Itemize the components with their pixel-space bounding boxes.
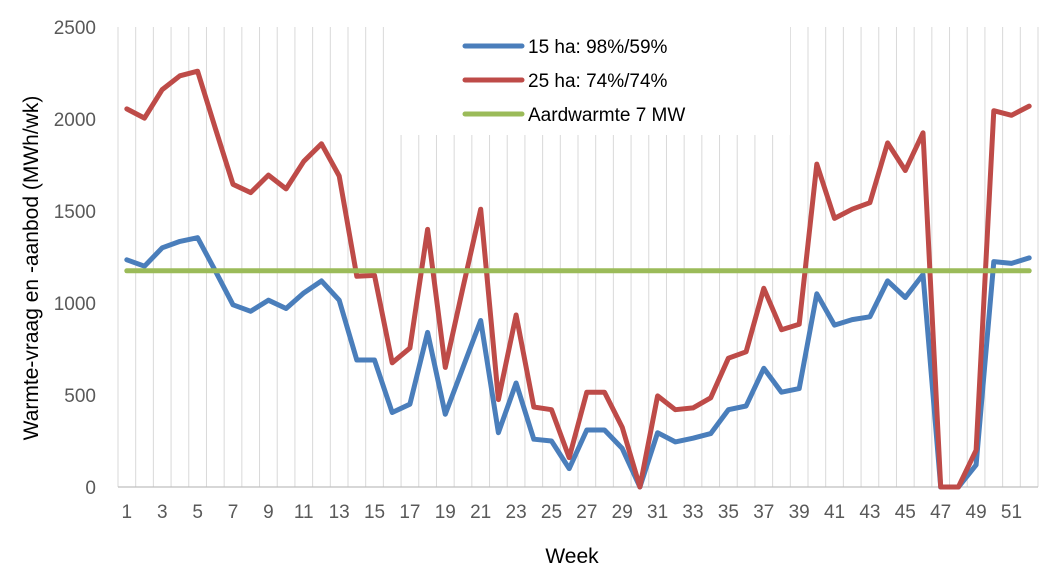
y-axis-title: Warmte-vraag en -aanbod (MWh/wk) bbox=[20, 96, 43, 441]
x-tick-label: 33 bbox=[682, 502, 703, 523]
y-tick-label: 500 bbox=[64, 386, 96, 407]
x-tick-label: 47 bbox=[930, 502, 951, 523]
x-tick-label: 29 bbox=[612, 502, 633, 523]
x-tick-label: 9 bbox=[263, 502, 274, 523]
y-tick-label: 0 bbox=[85, 478, 96, 499]
x-tick-label: 41 bbox=[824, 502, 845, 523]
x-tick-label: 43 bbox=[859, 502, 880, 523]
x-tick-label: 49 bbox=[966, 502, 987, 523]
x-tick-label: 3 bbox=[157, 502, 168, 523]
legend-label-3: Aardwarmte 7 MW bbox=[528, 105, 685, 126]
x-tick-label: 31 bbox=[647, 502, 668, 523]
x-tick-label: 35 bbox=[718, 502, 739, 523]
y-tick-label: 2500 bbox=[54, 18, 96, 39]
legend-label-2: 25 ha: 74%/74% bbox=[528, 71, 668, 92]
series-line-1 bbox=[124, 235, 1032, 490]
y-tick-label: 1500 bbox=[54, 202, 96, 223]
x-tick-label: 45 bbox=[895, 502, 916, 523]
x-tick-label: 37 bbox=[753, 502, 774, 523]
x-tick-label: 27 bbox=[576, 502, 597, 523]
x-tick-label: 1 bbox=[122, 502, 133, 523]
legend-background bbox=[385, 27, 790, 135]
x-tick-label: 15 bbox=[364, 502, 385, 523]
y-tick-label: 2000 bbox=[54, 110, 96, 131]
series-line-2 bbox=[124, 68, 1032, 490]
x-tick-label: 23 bbox=[506, 502, 527, 523]
x-tick-label: 5 bbox=[192, 502, 203, 523]
x-tick-label: 51 bbox=[1001, 502, 1022, 523]
x-tick-label: 25 bbox=[541, 502, 562, 523]
x-tick-label: 11 bbox=[294, 502, 314, 523]
x-tick-label: 7 bbox=[228, 502, 239, 523]
y-tick-label: 1000 bbox=[54, 294, 96, 315]
x-axis-title: Week bbox=[545, 545, 599, 568]
x-tick-label: 13 bbox=[329, 502, 350, 523]
x-tick-label: 21 bbox=[470, 502, 491, 523]
x-tick-label: 17 bbox=[399, 502, 420, 523]
legend: 15 ha: 98%/59% 25 ha: 74%/74% Aardwarmte 7… bbox=[385, 27, 790, 135]
legend-label-1: 15 ha: 98%/59% bbox=[528, 37, 668, 58]
x-tick-label: 39 bbox=[789, 502, 810, 523]
x-tick-label: 19 bbox=[435, 502, 456, 523]
series-lines bbox=[124, 68, 1032, 490]
